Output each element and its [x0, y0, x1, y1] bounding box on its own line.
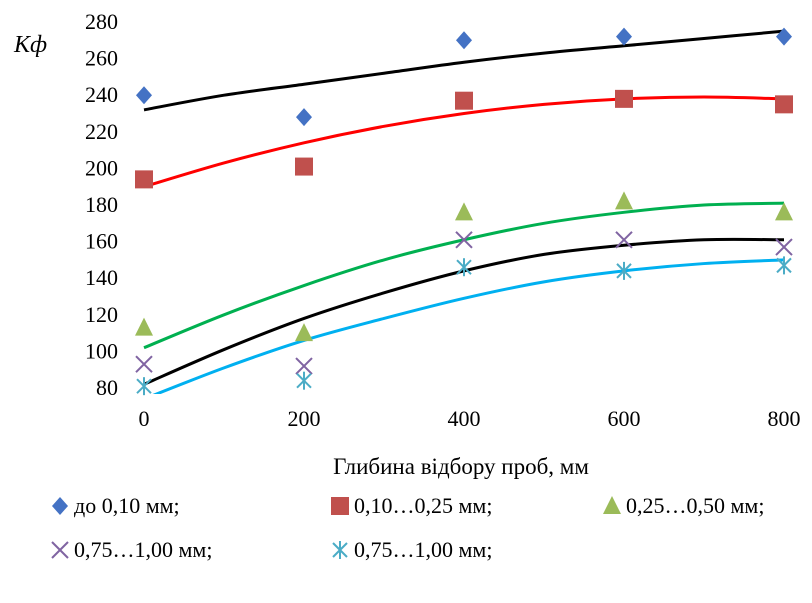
- data-point: [136, 377, 152, 396]
- y-axis-ticks: 80 100 120 140 160 180 200 220 240 260 280: [85, 9, 118, 400]
- trend-line: [143, 201, 785, 350]
- x-axis-ticks: 0 200 400 600 800: [139, 406, 801, 431]
- data-point: [615, 191, 633, 210]
- data-point: [775, 95, 793, 114]
- data-point: [456, 258, 472, 277]
- legend: до 0,10 мм; 0,10…0,25 мм; 0,25…0,50 мм; 0,7…: [51, 493, 764, 562]
- x-tick-label: 400: [448, 406, 481, 431]
- trend-line: [152, 258, 785, 394]
- data-point: [775, 202, 793, 221]
- data-point: [135, 355, 153, 373]
- x-axis-label: Глибина відбору проб, мм: [333, 454, 589, 479]
- y-tick-label: 120: [85, 302, 118, 327]
- y-tick-label: 200: [85, 155, 118, 180]
- y-tick-label: 100: [85, 338, 118, 363]
- data-point: [455, 202, 473, 221]
- legend-label: до 0,10 мм;: [74, 493, 180, 518]
- x-tick-label: 0: [139, 406, 150, 431]
- legend-label: 0,10…0,25 мм;: [354, 493, 492, 518]
- data-point: [456, 31, 472, 50]
- x-tick-label: 200: [288, 406, 321, 431]
- y-tick-label: 220: [85, 119, 118, 144]
- data-point: [615, 231, 633, 249]
- data-point: [136, 86, 152, 105]
- y-tick-label: 160: [85, 229, 118, 254]
- data-point: [616, 261, 632, 280]
- legend-item: до 0,10 мм;: [52, 493, 180, 518]
- x-tick-label: 600: [608, 406, 641, 431]
- trend-line: [143, 29, 785, 112]
- data-point: [295, 323, 313, 342]
- trend-lines: [143, 29, 785, 394]
- y-tick-label: 260: [85, 46, 118, 71]
- legend-label: 0,75…1,00 мм;: [354, 537, 492, 562]
- y-axis-label: Кф: [13, 32, 47, 58]
- legend-marker: [51, 541, 69, 559]
- data-point: [455, 231, 473, 249]
- legend-label: 0,75…1,00 мм;: [74, 537, 212, 562]
- y-tick-label: 80: [96, 375, 118, 400]
- data-point: [295, 157, 313, 176]
- legend-label: 0,25…0,50 мм;: [626, 493, 764, 518]
- data-point: [296, 108, 312, 127]
- data-point: [295, 357, 313, 375]
- y-tick-label: 240: [85, 82, 118, 107]
- data-point: [455, 91, 473, 110]
- data-point: [616, 27, 632, 46]
- legend-item: 0,75…1,00 мм;: [51, 537, 212, 562]
- legend-marker: [52, 497, 68, 515]
- data-point: [615, 89, 633, 108]
- data-point: [775, 238, 793, 256]
- trend-line: [143, 95, 785, 189]
- data-points: [135, 27, 793, 396]
- data-point: [135, 317, 153, 336]
- y-tick-label: 180: [85, 192, 118, 217]
- data-point: [776, 256, 792, 275]
- legend-item: 0,25…0,50 мм;: [603, 493, 764, 518]
- y-tick-label: 280: [85, 9, 118, 34]
- legend-marker: [331, 497, 349, 515]
- y-tick-label: 140: [85, 265, 118, 290]
- legend-marker: [603, 496, 621, 514]
- legend-item: 0,10…0,25 мм;: [331, 493, 492, 518]
- data-point: [776, 27, 792, 46]
- data-point: [135, 170, 153, 189]
- data-point: [296, 371, 312, 390]
- legend-marker: [332, 541, 348, 559]
- x-tick-label: 800: [768, 406, 801, 431]
- legend-item: 0,75…1,00 мм;: [332, 537, 492, 562]
